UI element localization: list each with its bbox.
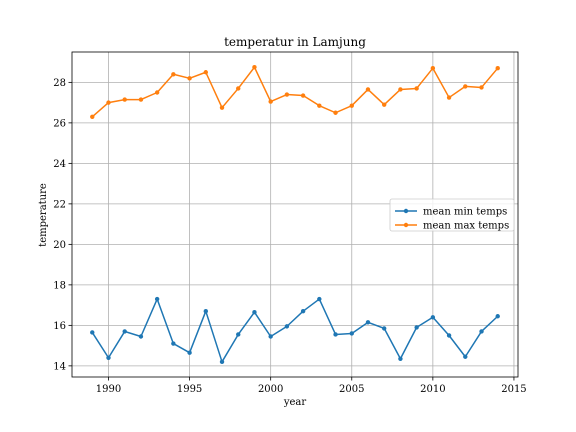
- data-point: [138, 334, 144, 339]
- y-tick-label: 22: [53, 199, 66, 210]
- y-tick-label: 14: [53, 361, 66, 372]
- plot-frame: [71, 51, 519, 378]
- data-point: [236, 332, 241, 337]
- data-point: [333, 332, 338, 337]
- data-point: [333, 110, 338, 115]
- data-point: [479, 329, 484, 334]
- data-point: [430, 65, 436, 71]
- y-tick-label: 20: [53, 240, 66, 251]
- data-point: [414, 325, 419, 330]
- legend-box: [389, 198, 515, 232]
- legend-label: mean min temps: [423, 207, 507, 218]
- x-tick-label: 2010: [420, 384, 445, 395]
- x-tick-label: 2005: [339, 384, 364, 395]
- data-point: [252, 310, 257, 315]
- data-point: [219, 105, 225, 110]
- data-point: [122, 329, 127, 334]
- data-point: [446, 333, 452, 338]
- data-point: [349, 331, 354, 336]
- data-point: [414, 86, 419, 91]
- data-point: [495, 65, 500, 71]
- data-point: [430, 315, 436, 320]
- data-point: [463, 84, 468, 89]
- data-point: [495, 314, 500, 319]
- data-point: [284, 92, 290, 97]
- data-point: [138, 97, 144, 102]
- data-point: [236, 86, 241, 91]
- data-point: [317, 296, 322, 302]
- axis-ticks: 1990 1995 2000 2005 2010 2015 14 16 18 20 22 24 26 28: [53, 78, 526, 395]
- data-point: [90, 114, 95, 119]
- data-point: [90, 330, 95, 335]
- data-point: [252, 64, 257, 70]
- data-point: [317, 103, 322, 108]
- data-point: [268, 334, 273, 339]
- legend-swatch-marker: [403, 208, 409, 214]
- data-point: [382, 326, 387, 331]
- data-point: [154, 90, 160, 95]
- y-tick-label: 18: [53, 280, 66, 291]
- y-tick-label: 24: [53, 159, 66, 170]
- y-axis-title: temperature: [38, 183, 49, 247]
- x-axis-title: year: [283, 397, 307, 408]
- data-point: [463, 354, 468, 359]
- data-point: [106, 100, 111, 105]
- y-tick-label: 16: [53, 321, 66, 332]
- data-point: [187, 350, 192, 355]
- y-tick-label: 26: [53, 118, 66, 129]
- data-point: [398, 356, 403, 361]
- legend: mean min temps mean max temps: [389, 198, 515, 232]
- series-layer: [90, 64, 500, 365]
- x-tick-label: 2015: [501, 384, 526, 395]
- data-point: [479, 85, 484, 90]
- x-tick-label: 2000: [258, 384, 283, 395]
- x-tick-label: 1995: [177, 384, 202, 395]
- y-tick-label: 28: [53, 78, 66, 89]
- data-point: [187, 76, 192, 81]
- data-point: [365, 87, 371, 92]
- data-point: [398, 87, 403, 92]
- data-point: [219, 359, 225, 365]
- legend-swatch-marker: [403, 222, 409, 228]
- series-line-0: [91, 298, 499, 363]
- data-point: [154, 296, 160, 302]
- x-tick-label: 1990: [96, 384, 121, 395]
- data-point: [171, 72, 176, 77]
- data-point: [284, 324, 290, 329]
- data-point: [122, 97, 127, 102]
- data-point: [106, 355, 111, 360]
- data-point: [171, 341, 176, 346]
- data-point: [300, 93, 306, 98]
- series-line-1: [91, 66, 499, 118]
- data-point: [349, 103, 354, 108]
- data-point: [300, 308, 306, 314]
- legend-label: mean max temps: [423, 221, 509, 232]
- data-point: [203, 70, 208, 75]
- data-point: [382, 102, 387, 107]
- data-point: [446, 95, 452, 100]
- chart-title: temperatur in Lamjung: [224, 35, 366, 49]
- data-point: [365, 320, 371, 325]
- data-point: [268, 99, 273, 104]
- data-point: [203, 308, 208, 314]
